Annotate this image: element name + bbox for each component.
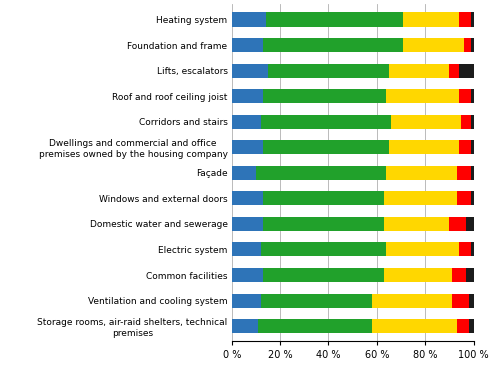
Bar [389,64,449,78]
Bar [461,115,471,129]
Bar [471,140,473,154]
Bar [457,319,469,333]
Bar [457,191,471,205]
Bar [232,319,258,333]
Bar [384,191,457,205]
Bar [471,115,473,129]
Bar [232,38,263,52]
Bar [459,64,473,78]
Bar [261,242,387,256]
Bar [232,166,256,180]
Bar [384,217,449,231]
Bar [466,217,473,231]
Bar [232,268,263,282]
Bar [266,12,403,26]
Bar [403,38,464,52]
Bar [232,12,266,26]
Bar [459,242,471,256]
Bar [459,89,471,103]
Bar [459,12,471,26]
Bar [261,115,391,129]
Bar [232,115,261,129]
Bar [372,319,457,333]
Bar [471,89,473,103]
Bar [391,115,461,129]
Bar [263,268,384,282]
Bar [389,140,459,154]
Bar [457,166,471,180]
Bar [384,268,452,282]
Bar [256,166,387,180]
Bar [387,89,459,103]
Bar [466,268,473,282]
Bar [471,38,473,52]
Bar [263,140,389,154]
Bar [403,12,459,26]
Bar [232,89,263,103]
Bar [387,242,459,256]
Bar [469,294,473,308]
Bar [449,64,459,78]
Bar [232,191,263,205]
Bar [261,294,372,308]
Bar [471,166,473,180]
Bar [232,217,263,231]
Bar [471,242,473,256]
Bar [471,12,473,26]
Bar [459,140,471,154]
Bar [372,294,452,308]
Bar [471,191,473,205]
Bar [469,319,473,333]
Bar [452,268,466,282]
Bar [232,64,268,78]
Bar [263,191,384,205]
Bar [232,140,263,154]
Bar [258,319,372,333]
Bar [232,294,261,308]
Bar [387,166,457,180]
Bar [452,294,469,308]
Bar [464,38,471,52]
Bar [449,217,466,231]
Bar [263,89,387,103]
Bar [263,217,384,231]
Bar [268,64,389,78]
Bar [232,242,261,256]
Bar [263,38,403,52]
